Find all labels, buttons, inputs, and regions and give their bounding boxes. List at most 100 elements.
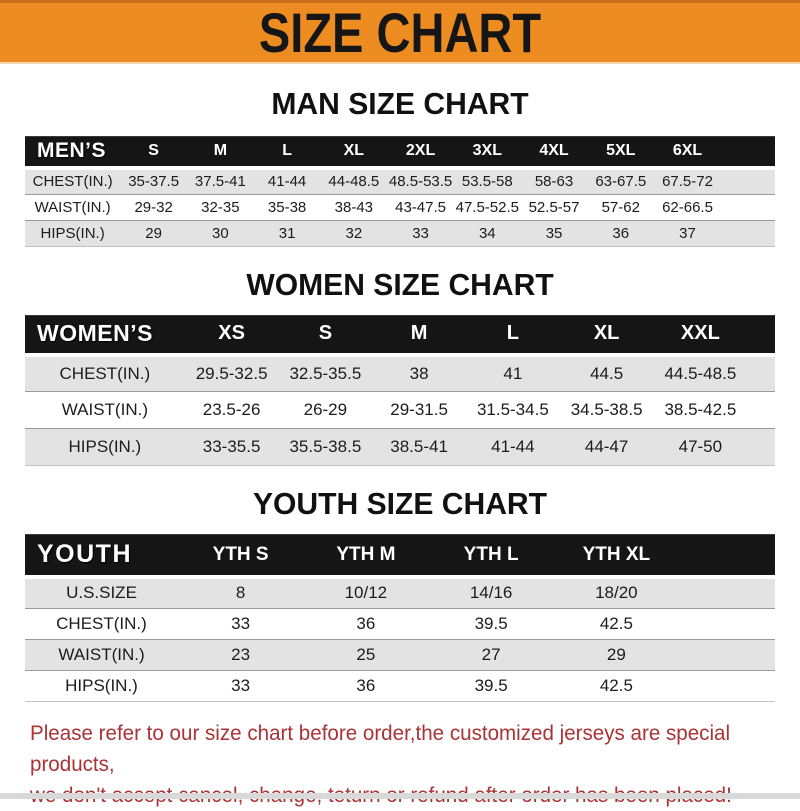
women-table-row: CHEST(IN.) 29.5-32.5 32.5-35.5 38 41 44.5 44.5… — [25, 354, 775, 392]
men-value-cell: 43-47.5 — [395, 198, 446, 216]
women-row-label: CHEST(IN.) — [59, 363, 151, 383]
youth-row-label: CHEST(IN.) — [56, 613, 147, 633]
women-size-column-header: M — [372, 314, 466, 355]
women-value-cell: 26-29 — [303, 400, 348, 419]
youth-size-column-header: YTH M — [303, 534, 429, 577]
youth-table-row: WAIST(IN.) 23 25 27 29 — [25, 639, 775, 670]
men-size-table: MEN’S S M L XL 2XL 3XL 4XL 5XL 6XL CHEST(IN.) 35-3… — [25, 136, 775, 247]
men-value-cell: 35 — [545, 224, 563, 242]
women-header-spacer — [747, 314, 775, 355]
women-value-cell: 47-50 — [678, 437, 723, 456]
youth-header-spacer — [679, 534, 775, 577]
men-row-label: WAIST(IN.) — [34, 198, 111, 216]
women-value-cell: 38 — [409, 363, 429, 383]
men-size-column-header: XL — [320, 136, 388, 168]
youth-value-cell: 29 — [606, 644, 626, 664]
men-value-cell: 48.5-53.5 — [388, 173, 453, 191]
women-value-cell: 44-47 — [584, 437, 629, 456]
women-size-column-header: S — [278, 314, 373, 355]
men-table-header-row: MEN’S S M L XL 2XL 3XL 4XL 5XL 6XL — [25, 136, 775, 168]
youth-size-column-header: YTH L — [428, 534, 554, 577]
women-table-header-row: WOMEN’S XS S M L XL XXL — [25, 314, 775, 355]
women-value-cell: 31.5-34.5 — [476, 400, 549, 419]
men-table-row: CHEST(IN.) 35-37.5 37.5-41 41-44 44-48.5 48.5… — [25, 168, 775, 194]
youth-value-cell: 23 — [231, 644, 251, 664]
men-value-cell: 29-32 — [134, 198, 173, 216]
men-row-spacer — [721, 220, 775, 246]
youth-value-cell: 42.5 — [599, 675, 633, 695]
men-value-cell: 57-62 — [601, 198, 640, 216]
men-section-heading: MAN SIZE CHART — [271, 86, 529, 121]
youth-value-cell: 42.5 — [599, 613, 633, 633]
men-row-label: HIPS(IN.) — [40, 224, 105, 242]
women-value-cell: 33-35.5 — [202, 437, 261, 456]
women-value-cell: 35.5-38.5 — [289, 437, 362, 456]
women-table-row: HIPS(IN.) 33-35.5 35.5-38.5 38.5-41 41-44 44-… — [25, 428, 775, 466]
men-value-cell: 38-43 — [334, 198, 374, 216]
youth-value-cell: 39.5 — [474, 675, 508, 695]
youth-row-spacer — [679, 670, 775, 701]
men-size-column-header: 6XL — [654, 136, 721, 168]
men-value-cell: 63-67.5 — [595, 173, 647, 191]
disclaimer-line-1: Please refer to our size chart before or… — [30, 721, 731, 776]
men-value-cell: 35-38 — [267, 198, 307, 216]
youth-section-heading: YOUTH SIZE CHART — [252, 486, 548, 521]
banner-title: SIZE CHART — [258, 0, 542, 64]
men-row-spacer — [721, 194, 775, 220]
women-section-heading: WOMEN SIZE CHART — [246, 266, 554, 302]
men-row-spacer — [721, 168, 775, 194]
youth-row-label: WAIST(IN.) — [58, 644, 145, 664]
bottom-edge-strip — [0, 793, 800, 799]
youth-row-spacer — [679, 639, 775, 670]
women-value-cell: 41 — [503, 363, 523, 383]
men-size-column-header: 3XL — [453, 136, 521, 168]
youth-value-cell: 10/12 — [344, 583, 388, 603]
women-row-label: WAIST(IN.) — [61, 400, 148, 419]
youth-table-header-row: YOUTH YTH S YTH M YTH L YTH XL — [25, 534, 775, 577]
women-size-column-header: L — [465, 314, 560, 355]
men-value-cell: 29 — [145, 224, 162, 242]
youth-value-cell: 36 — [356, 613, 376, 633]
youth-table-row: U.S.SIZE 8 10/12 14/16 18/20 — [25, 577, 775, 608]
men-size-column-header: L — [253, 136, 321, 168]
men-value-cell: 52.5-57 — [528, 198, 580, 216]
youth-value-cell: 14/16 — [469, 583, 513, 603]
youth-size-column-header: YTH XL — [553, 534, 679, 577]
men-table-row: HIPS(IN.) 29 30 31 32 33 34 35 36 37 — [25, 220, 775, 246]
men-size-column-header: 2XL — [387, 136, 454, 168]
youth-value-cell: 33 — [231, 613, 251, 633]
men-value-cell: 32 — [345, 224, 363, 242]
women-size-column-header: XS — [184, 314, 279, 355]
youth-corner-label: YOUTH — [25, 534, 178, 577]
men-value-cell: 53.5-58 — [461, 173, 513, 191]
men-value-cell: 33 — [412, 224, 429, 242]
women-value-cell: 23.5-26 — [202, 400, 261, 419]
men-table-row: WAIST(IN.) 29-32 32-35 35-38 38-43 43-47.5 47.… — [25, 194, 775, 220]
men-value-cell: 37.5-41 — [194, 173, 246, 191]
women-value-cell: 38.5-41 — [390, 437, 448, 456]
men-size-column-header: 5XL — [587, 136, 655, 168]
men-size-column-header: M — [187, 136, 254, 168]
women-value-cell: 32.5-35.5 — [289, 363, 362, 383]
men-value-cell: 36 — [612, 224, 630, 242]
youth-table-row: HIPS(IN.) 33 36 39.5 42.5 — [25, 670, 775, 701]
women-value-cell: 29.5-32.5 — [195, 363, 268, 383]
women-corner-label: WOMEN’S — [25, 314, 185, 355]
men-value-cell: 34 — [478, 224, 496, 242]
men-value-cell: 58-63 — [534, 173, 574, 191]
women-row-spacer — [747, 429, 775, 466]
youth-value-cell: 33 — [231, 675, 251, 695]
youth-value-cell: 8 — [235, 583, 246, 603]
youth-row-spacer — [679, 608, 775, 639]
youth-row-label: U.S.SIZE — [66, 583, 137, 603]
women-size-column-header: XL — [559, 314, 654, 355]
men-value-cell: 35-37.5 — [128, 173, 180, 191]
women-value-cell: 29-31.5 — [390, 400, 448, 419]
women-table-row: WAIST(IN.) 23.5-26 26-29 29-31.5 31.5-34.5 34… — [25, 391, 775, 429]
youth-size-table: YOUTH YTH S YTH M YTH L YTH XL U.S.SIZE 8 10/1… — [25, 534, 775, 702]
men-size-column-header: 4XL — [520, 136, 588, 168]
youth-value-cell: 27 — [481, 644, 501, 664]
men-value-cell: 30 — [212, 224, 229, 242]
women-row-spacer — [747, 392, 775, 429]
women-value-cell: 44.5 — [590, 363, 624, 383]
